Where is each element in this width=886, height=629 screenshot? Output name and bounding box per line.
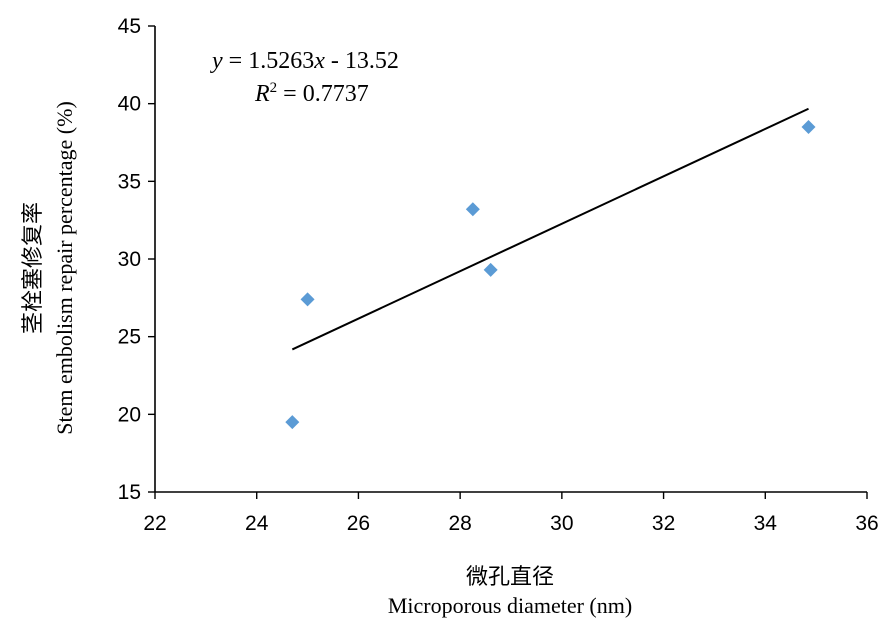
data-point — [300, 292, 315, 307]
axes — [148, 25, 868, 499]
y-tick-label: 15 — [118, 481, 141, 504]
x-tick-label: 22 — [143, 512, 166, 535]
r-squared-label: R2 = 0.7737 — [254, 80, 369, 107]
equation-intercept: - 13.52 — [325, 48, 399, 74]
equation-slope: = 1.5263 — [223, 48, 315, 74]
y-tick-label: 45 — [118, 15, 141, 38]
x-tick-label: 28 — [448, 512, 471, 535]
trendline-layer — [291, 107, 809, 351]
tick-labels: 15 20 25 30 35 40 45 22 24 26 28 30 32 34 36 — [118, 15, 879, 535]
r-squared-var: R — [254, 81, 270, 107]
x-tick-label: 36 — [855, 512, 878, 535]
y-axis-title-cn: 茎栓塞修复率 — [21, 202, 46, 334]
data-point — [465, 202, 480, 217]
x-tick-label: 24 — [245, 512, 269, 535]
equation-x-var: x — [313, 48, 325, 74]
x-tick-label: 30 — [550, 512, 573, 535]
data-point — [801, 119, 816, 134]
y-tick-label: 35 — [118, 170, 141, 193]
x-tick-label: 34 — [754, 512, 778, 535]
x-tick-label: 26 — [347, 512, 370, 535]
y-tick-label: 30 — [118, 248, 141, 271]
data-point — [483, 262, 498, 277]
x-axis-title-cn: 微孔直径 — [466, 565, 554, 590]
trendline-equation: y = 1.5263x - 13.52 — [210, 48, 399, 74]
equation-y-var: y — [210, 48, 223, 74]
data-point — [285, 415, 300, 430]
r-squared-superscript: 2 — [270, 80, 278, 96]
x-tick-label: 32 — [652, 512, 675, 535]
y-axis-title-en: Stem embolism repair percentage (%) — [52, 101, 77, 435]
trendline — [291, 107, 809, 351]
r-squared-value: = 0.7737 — [277, 81, 369, 107]
data-points — [285, 119, 816, 430]
x-axis-title-en: Microporous diameter (nm) — [388, 593, 632, 618]
y-tick-label: 25 — [118, 326, 141, 349]
y-tick-label: 20 — [118, 403, 141, 426]
y-tick-label: 40 — [118, 93, 141, 116]
